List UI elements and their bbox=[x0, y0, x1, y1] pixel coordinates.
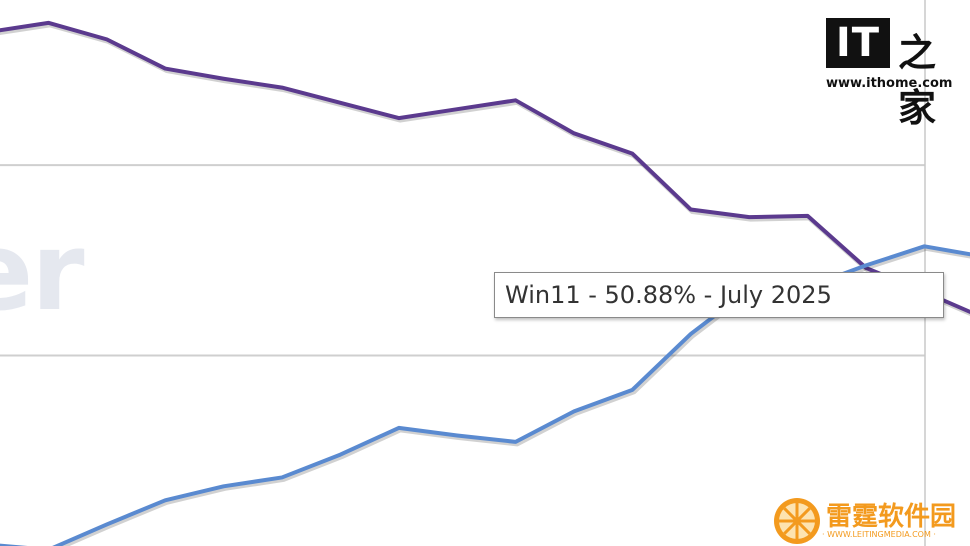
leiting-cn-text: 雷霆软件园 bbox=[826, 502, 957, 532]
leiting-watermark-logo: 雷霆软件园 · WWW.LEITINGMEDIA.COM · bbox=[772, 494, 968, 546]
background-watermark-text: er bbox=[0, 210, 85, 335]
series-shadow-1 bbox=[0, 245, 970, 546]
series-line-win10 bbox=[0, 20, 970, 315]
ithome-watermark-logo: IT 之家 www.ithome.com bbox=[826, 18, 958, 130]
tooltip-text: Win11 - 50.88% - July 2025 bbox=[505, 281, 832, 309]
ithome-it-text: IT bbox=[835, 20, 881, 66]
ithome-url: www.ithome.com bbox=[826, 76, 953, 91]
series-lines bbox=[0, 20, 970, 546]
ithome-it-badge: IT bbox=[826, 18, 890, 68]
hover-tooltip: Win11 - 50.88% - July 2025 bbox=[494, 272, 944, 318]
orange-slice-icon bbox=[774, 498, 820, 544]
ithome-char: 之家 bbox=[898, 30, 937, 130]
series-line-win11 bbox=[0, 244, 970, 546]
leiting-en-text: · WWW.LEITINGMEDIA.COM · bbox=[822, 530, 936, 539]
gridlines bbox=[0, 164, 925, 357]
